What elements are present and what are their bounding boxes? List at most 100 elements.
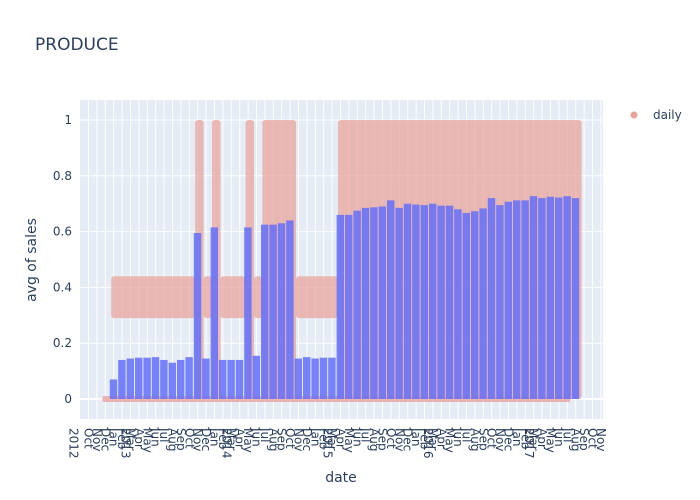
bar <box>412 204 420 399</box>
x-tick-label: Jan <box>510 427 524 447</box>
x-tick-label: Aug <box>166 428 180 451</box>
bar <box>521 200 529 399</box>
bar <box>378 206 386 399</box>
x-tick-year-label: 2015 <box>320 428 334 459</box>
x-tick-label: Sep <box>577 428 591 451</box>
bar <box>395 207 403 399</box>
daily-band <box>220 276 246 319</box>
x-tick-label: Sep <box>476 428 490 451</box>
bar <box>513 200 521 399</box>
bar <box>353 210 361 399</box>
x-tick-label: Apr <box>334 428 348 449</box>
y-tick-label: 0.8 <box>53 169 72 183</box>
daily-band <box>111 276 196 319</box>
x-axis-title: date <box>325 470 357 486</box>
bar <box>303 357 311 399</box>
legend[interactable]: daily <box>630 108 682 122</box>
x-tick-label: May <box>140 428 154 453</box>
y-axis-ticks: 0 0.2 0.4 0.6 0.8 1 <box>53 113 72 406</box>
bar <box>403 203 412 399</box>
x-tick-label: Jul <box>460 427 474 442</box>
x-tick-label: Apr <box>233 428 247 449</box>
bar <box>538 198 546 399</box>
x-tick-label: Dec <box>401 428 415 451</box>
x-tick-label: Oct <box>283 428 297 449</box>
x-tick-label: Nov <box>493 428 507 451</box>
bar <box>294 358 302 399</box>
y-tick-label: 0.6 <box>53 225 72 239</box>
x-tick-label: Oct <box>586 428 600 449</box>
bar <box>193 232 202 399</box>
x-tick-year-label: 2014 <box>220 428 234 459</box>
x-tick-label: Jul <box>359 427 373 442</box>
bar <box>361 207 370 399</box>
bar <box>235 359 244 399</box>
bar <box>319 357 328 399</box>
bar <box>546 196 554 399</box>
bar <box>185 357 193 399</box>
x-tick-label: Apr <box>434 428 448 449</box>
x-tick-label: Jan <box>409 427 423 447</box>
x-tick-label: Apr <box>132 428 146 449</box>
bar <box>370 207 378 399</box>
bar <box>336 214 344 399</box>
bar <box>529 196 538 399</box>
bar <box>387 200 395 399</box>
bar <box>504 201 512 399</box>
bar <box>496 205 504 399</box>
bar <box>227 359 235 399</box>
bar <box>286 220 294 399</box>
x-tick-label: Apr <box>535 428 549 449</box>
bar <box>420 205 428 399</box>
x-tick-label: Sep <box>376 428 390 451</box>
x-tick-label: Dec <box>98 428 112 451</box>
x-tick-label: Jan <box>107 427 121 447</box>
bar <box>437 205 445 399</box>
bar <box>487 198 496 399</box>
bar <box>143 357 151 399</box>
x-tick-label: Feb <box>418 428 432 449</box>
bar <box>445 205 454 399</box>
x-tick-label: Jul <box>157 427 171 442</box>
x-tick-label: Nov <box>191 428 205 451</box>
x-tick-label: Nov <box>292 428 306 451</box>
bar <box>269 224 277 399</box>
x-tick-label: Dec <box>502 428 516 451</box>
bar <box>471 211 479 399</box>
y-axis-title: avg of sales <box>24 218 40 302</box>
bar <box>210 227 218 399</box>
x-tick-label: Jul <box>258 427 272 442</box>
x-tick-label: Jun <box>552 427 566 447</box>
bar <box>252 355 260 399</box>
x-tick-label: May <box>443 428 457 453</box>
x-tick-year-label: 2013 <box>119 428 133 459</box>
bar <box>462 212 470 399</box>
bar <box>109 379 118 399</box>
x-tick-label: Dec <box>300 428 314 451</box>
x-tick-label: Aug <box>367 428 381 451</box>
bar <box>328 357 336 399</box>
x-tick-label: Oct <box>82 428 96 449</box>
bar <box>277 223 286 399</box>
bar <box>571 198 580 399</box>
bar <box>219 359 227 399</box>
bar <box>168 362 176 399</box>
x-tick-label: May <box>544 428 558 453</box>
chart-title: PRODUCE <box>35 35 119 55</box>
x-tick-label: Feb <box>216 428 230 449</box>
bar <box>118 359 126 399</box>
x-tick-label: Aug <box>266 428 280 451</box>
legend-label-daily: daily <box>653 108 682 122</box>
bar <box>244 227 252 399</box>
bar <box>555 197 563 399</box>
x-tick-label: Mar <box>325 428 339 451</box>
x-tick-label: Jan <box>308 427 322 447</box>
legend-marker-daily <box>630 111 638 119</box>
x-tick-label: Aug <box>569 428 583 451</box>
bar <box>429 203 437 399</box>
x-tick-label: Nov <box>392 428 406 451</box>
x-tick-year-label: 2017 <box>522 428 536 459</box>
x-axis-ticks: OctNovDecJan2013FebMarAprMayJunJulAugSep… <box>67 427 608 459</box>
x-tick-label: Nov <box>594 428 608 451</box>
x-tick-label: Oct <box>384 428 398 449</box>
